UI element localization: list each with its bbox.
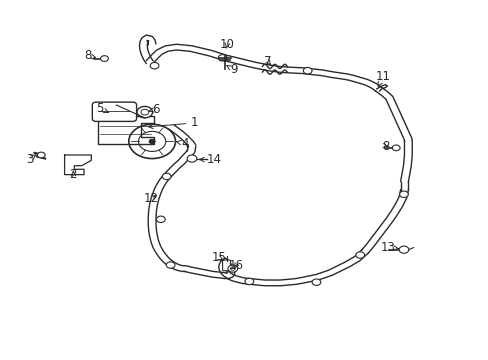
Text: 9: 9 [226,63,237,76]
Circle shape [218,55,226,61]
Circle shape [398,246,408,253]
Circle shape [187,155,197,162]
Circle shape [128,124,175,158]
Text: 7: 7 [264,55,271,68]
Text: 14: 14 [199,153,222,166]
Circle shape [101,56,108,62]
Circle shape [141,109,148,115]
Circle shape [149,139,155,144]
Circle shape [391,145,399,151]
Circle shape [156,216,165,222]
Circle shape [227,265,237,272]
Circle shape [137,107,152,118]
Text: 11: 11 [375,70,390,86]
Circle shape [162,173,171,180]
Polygon shape [64,155,91,175]
Text: 4: 4 [176,137,188,150]
Text: 12: 12 [143,192,158,205]
Circle shape [303,67,311,74]
FancyBboxPatch shape [222,260,230,271]
Text: 10: 10 [219,39,234,51]
Text: 5: 5 [96,102,108,115]
Circle shape [138,131,165,152]
Polygon shape [98,116,153,144]
Circle shape [166,262,175,268]
FancyBboxPatch shape [92,102,136,121]
Circle shape [399,191,407,198]
Circle shape [150,63,159,69]
Text: 13: 13 [380,240,398,254]
Text: 6: 6 [149,103,160,116]
Text: 15: 15 [211,251,226,264]
Text: 16: 16 [228,259,243,272]
Text: 8: 8 [84,49,96,62]
Text: 8: 8 [381,140,388,153]
Circle shape [37,152,45,158]
Text: 3: 3 [26,153,36,166]
Circle shape [311,279,320,285]
Text: 2: 2 [69,168,77,181]
Circle shape [244,278,253,285]
Circle shape [355,252,364,258]
Circle shape [230,267,235,270]
Text: 1: 1 [148,116,198,129]
